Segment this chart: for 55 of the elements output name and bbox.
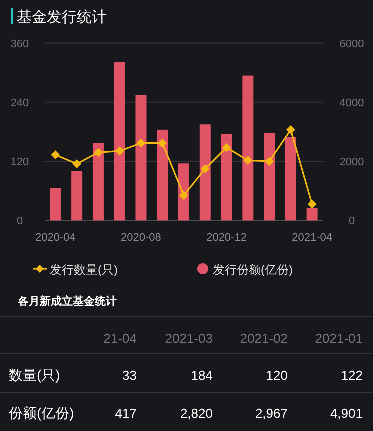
- text: 184: [191, 368, 213, 383]
- bar: [92, 143, 104, 221]
- y-tick-label: 240: [10, 97, 30, 110]
- text: 417: [115, 406, 137, 421]
- point: [222, 143, 232, 152]
- y-tick-label: 0: [16, 216, 24, 228]
- text: 2021-01: [315, 331, 363, 346]
- legend-label: 发行份额(亿份): [213, 263, 293, 277]
- text: 各月新成立基金统计: [17, 295, 117, 308]
- x-tick-label: 2020-12: [206, 232, 247, 244]
- text: 2,967: [255, 406, 288, 421]
- bar: [221, 134, 232, 221]
- point: [51, 150, 60, 160]
- text: 4,901: [330, 406, 363, 421]
- bar: [72, 171, 83, 221]
- text: 数量(只): [9, 367, 60, 383]
- x-tick-label: 2020-08: [121, 232, 162, 244]
- bar: [264, 132, 276, 221]
- text: 21-04: [104, 331, 137, 346]
- text: 份额(亿份): [9, 405, 74, 421]
- x-tick-label: 2020-04: [36, 232, 76, 244]
- bar: [114, 62, 126, 221]
- point: [308, 200, 317, 209]
- text: 33: [122, 368, 137, 383]
- point: [265, 157, 274, 166]
- point: [180, 191, 188, 200]
- text: 120: [266, 368, 288, 383]
- point: [136, 138, 146, 148]
- bar: [285, 137, 296, 221]
- legend-label: 发行数量(只): [50, 263, 118, 277]
- bar: [157, 130, 168, 221]
- point: [115, 146, 124, 156]
- bar: [242, 76, 254, 221]
- y2-tick-label: 4000: [340, 97, 364, 110]
- chart-title: 基金发行统计: [17, 9, 107, 26]
- point: [72, 160, 82, 169]
- point: [158, 138, 168, 148]
- y2-tick-label: 2000: [340, 156, 364, 169]
- y2-tick-label: 0: [348, 216, 356, 228]
- text: 2021-03: [165, 331, 213, 346]
- bar: [200, 124, 211, 221]
- point: [244, 156, 253, 166]
- y2-tick-label: 6000: [340, 38, 364, 50]
- text: 122: [341, 368, 363, 383]
- text: 2,820: [180, 406, 213, 421]
- point: [200, 164, 210, 174]
- bar: [136, 95, 147, 221]
- y-tick-label: 120: [10, 156, 30, 169]
- point: [286, 126, 296, 135]
- y-tick-label: 360: [10, 38, 30, 50]
- text: 2021-02: [240, 331, 288, 346]
- point: [94, 148, 103, 158]
- bar: [50, 188, 62, 221]
- bar: [306, 208, 318, 221]
- x-tick-label: 2021-04: [292, 232, 332, 244]
